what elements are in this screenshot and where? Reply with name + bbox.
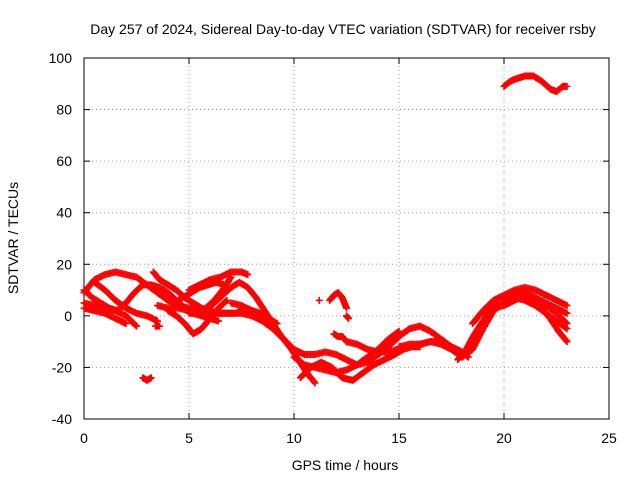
axis-ticks: 0 5 10 15 20 25 -40 -20 0 20 40 60 80 100 xyxy=(49,50,617,446)
series-arc24 xyxy=(511,289,571,328)
grid-lines xyxy=(84,58,609,419)
data-point xyxy=(265,320,273,328)
series-arc3 xyxy=(80,299,140,330)
series-arc5 xyxy=(80,304,130,328)
data-point xyxy=(311,379,319,387)
y-tick-label: 100 xyxy=(49,50,73,66)
data-point xyxy=(345,314,353,322)
series-arc25 xyxy=(500,72,571,96)
y-tick-label: 20 xyxy=(56,256,72,272)
data-point xyxy=(122,320,130,328)
data-point xyxy=(315,296,323,304)
series-arc30 xyxy=(151,322,164,330)
x-axis-label: GPS time / hours xyxy=(292,457,399,473)
data-point xyxy=(223,296,231,304)
series-arc27 xyxy=(315,296,323,304)
data-points xyxy=(80,72,571,387)
data-point xyxy=(562,319,570,327)
data-point xyxy=(563,320,571,328)
y-tick-label: 0 xyxy=(64,308,72,324)
data-point xyxy=(222,297,230,305)
plot-frame xyxy=(83,57,610,420)
series-arc14 xyxy=(227,299,273,328)
data-point xyxy=(264,319,272,327)
x-tick-label: 25 xyxy=(601,430,617,446)
x-tick-label: 20 xyxy=(496,430,512,446)
series-arc26 xyxy=(326,289,350,312)
chart-title: Day 257 of 2024, Sidereal Day-to-day VTE… xyxy=(90,21,596,37)
y-tick-label: 40 xyxy=(56,205,72,221)
series-arc29 xyxy=(139,374,155,384)
data-point xyxy=(221,281,229,289)
data-point xyxy=(156,322,164,330)
y-tick-label: -20 xyxy=(52,359,72,375)
x-tick-label: 15 xyxy=(391,430,407,446)
series-arc9 xyxy=(164,296,231,338)
data-point xyxy=(133,322,140,330)
x-tick-label: 0 xyxy=(80,430,88,446)
y-tick-label: 60 xyxy=(56,153,72,169)
data-point xyxy=(562,336,570,344)
series-arc11 xyxy=(185,268,252,294)
x-tick-label: 5 xyxy=(185,430,193,446)
series-arc12 xyxy=(185,278,319,387)
y-tick-label: -40 xyxy=(52,411,72,427)
data-point xyxy=(563,309,571,317)
data-point xyxy=(147,374,155,382)
series-arc22 xyxy=(469,283,571,328)
data-point xyxy=(131,321,139,329)
data-point xyxy=(343,304,350,312)
data-point xyxy=(310,378,318,386)
y-tick-label: 80 xyxy=(56,102,72,118)
data-point xyxy=(214,317,222,325)
series-arc16 xyxy=(296,343,424,384)
y-axis-label: SDTVAR / TECUs xyxy=(5,182,21,294)
series-arc28 xyxy=(343,312,353,322)
x-tick-label: 10 xyxy=(286,430,302,446)
data-point xyxy=(563,302,571,310)
series-arc4 xyxy=(91,278,161,325)
data-point xyxy=(563,82,571,90)
data-point xyxy=(563,338,571,346)
data-point xyxy=(244,271,252,279)
